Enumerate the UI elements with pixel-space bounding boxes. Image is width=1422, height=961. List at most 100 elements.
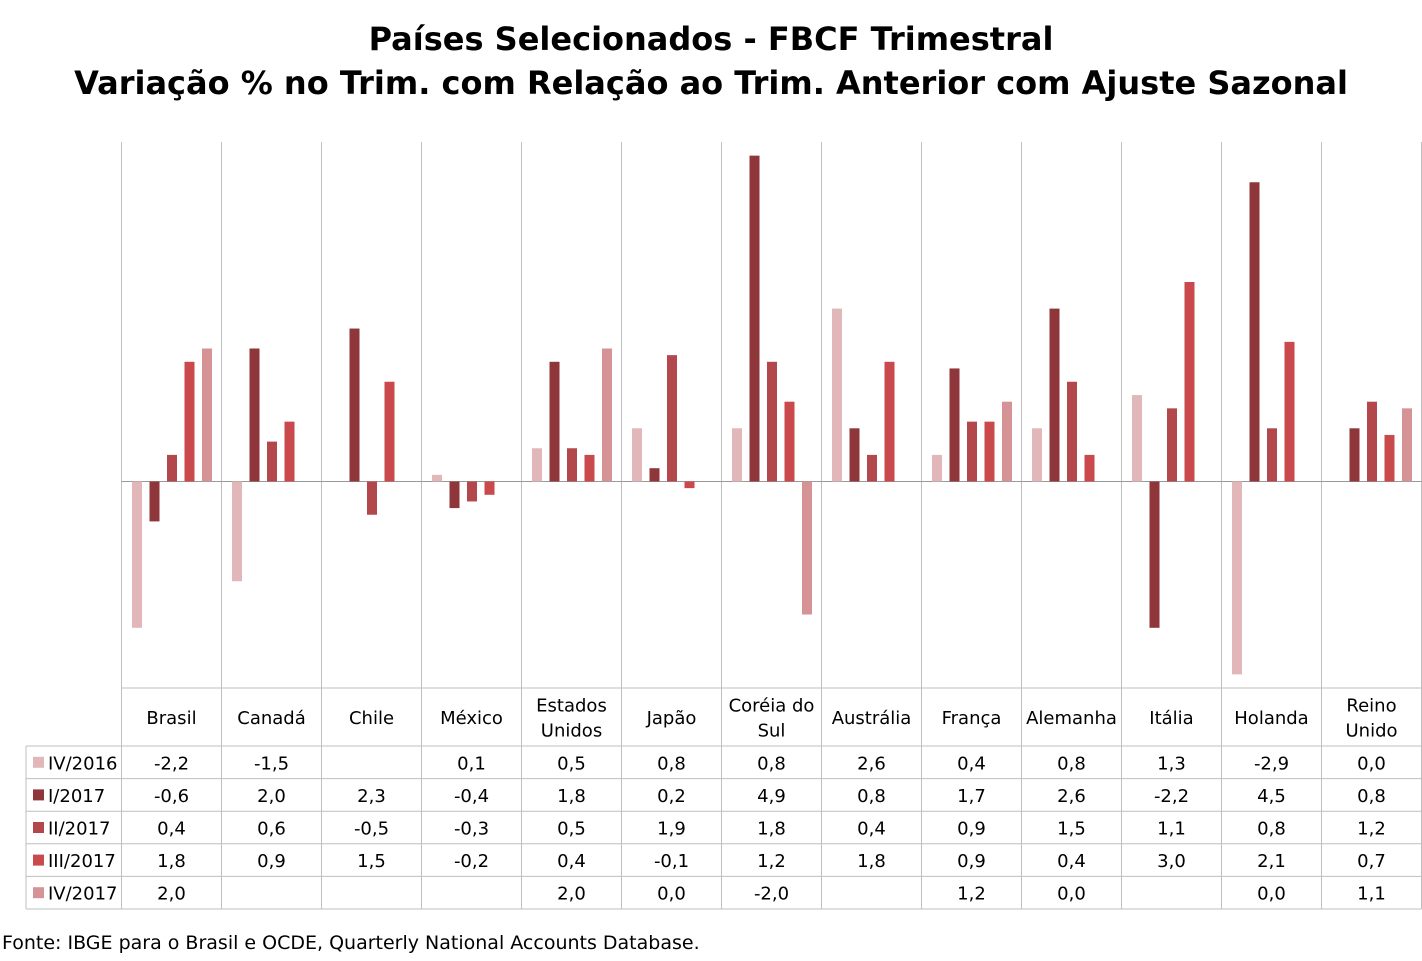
bar-III-2017-1 [284, 421, 295, 482]
bar-II-2017-9 [1067, 381, 1077, 482]
data-label: 0,8 [1257, 819, 1286, 840]
data-label: 0,4 [957, 753, 986, 774]
bar-III-2017-3 [484, 481, 495, 495]
bar-IV-2016-1 [232, 481, 242, 582]
tick-label: França [942, 708, 1002, 729]
tick-label: Alemanha [1026, 708, 1117, 729]
legend-key [33, 887, 44, 899]
data-label: 0,4 [157, 819, 186, 840]
data-label: -0,2 [454, 851, 489, 872]
tick-label: Unidos [541, 721, 602, 742]
tick-label: Reino [1346, 696, 1396, 717]
data-label: 4,5 [1257, 786, 1286, 807]
data-label: 0,9 [957, 851, 986, 872]
bar-IV-2017-4 [602, 348, 612, 482]
bar-I-2017-3 [449, 481, 460, 509]
bar-IV-2016-7 [832, 308, 842, 482]
bar-I-2017-8 [949, 368, 960, 482]
bar-IV-2017-12 [1402, 408, 1412, 482]
bar-IV-2016-8 [932, 454, 942, 482]
data-label: -0,3 [454, 819, 489, 840]
bar-I-2017-12 [1349, 428, 1360, 482]
data-label: 0,5 [557, 753, 586, 774]
bar-I-2017-2 [349, 328, 360, 482]
data-label: -2,9 [1254, 753, 1289, 774]
bar-IV-2017-0 [202, 348, 212, 482]
legend-label: IV/2017 [48, 884, 118, 905]
bar-I-2017-0 [149, 481, 160, 522]
data-label: 0,9 [257, 851, 286, 872]
bar-IV-2016-10 [1132, 395, 1142, 482]
legend-key [33, 756, 44, 768]
tick-label: Japão [646, 708, 697, 729]
data-label: 0,0 [1257, 884, 1286, 905]
data-label: 0,7 [1357, 851, 1386, 872]
data-label: 1,7 [957, 786, 986, 807]
data-label: 0,0 [1357, 753, 1386, 774]
data-label: 3,0 [1157, 851, 1186, 872]
bar-III-2017-7 [884, 361, 895, 482]
tick-label: Unido [1345, 721, 1397, 742]
data-label: 0,1 [457, 753, 486, 774]
legend-label: III/2017 [48, 851, 116, 872]
data-label: 2,0 [557, 884, 586, 905]
data-label: 4,9 [757, 786, 786, 807]
tick-label: Austrália [832, 708, 912, 729]
legend-key [33, 854, 44, 866]
bar-II-2017-11 [1267, 428, 1277, 482]
data-label: 1,8 [157, 851, 186, 872]
data-label: 1,8 [557, 786, 586, 807]
data-label: 1,5 [357, 851, 386, 872]
data-label: 0,2 [657, 786, 686, 807]
bar-IV-2016-5 [632, 428, 642, 482]
bar-I-2017-6 [749, 155, 760, 482]
bar-III-2017-12 [1384, 434, 1395, 482]
data-label: -0,5 [354, 819, 389, 840]
bar-III-2017-11 [1284, 341, 1295, 482]
data-label: 1,3 [1157, 753, 1186, 774]
bar-II-2017-5 [667, 355, 677, 482]
data-label: 0,0 [1057, 884, 1086, 905]
data-label: 2,3 [357, 786, 386, 807]
data-label: 1,2 [957, 884, 986, 905]
data-label: 0,8 [857, 786, 886, 807]
bar-IV-2016-0 [132, 481, 142, 628]
data-label: 0,8 [757, 753, 786, 774]
data-label: -2,2 [1154, 786, 1189, 807]
data-label: 2,0 [157, 884, 186, 905]
legend-label: I/2017 [48, 786, 105, 807]
tick-label: Itália [1149, 708, 1193, 729]
bar-I-2017-10 [1149, 481, 1160, 628]
data-label: 0,8 [1357, 786, 1386, 807]
bar-III-2017-0 [184, 361, 195, 482]
legend-label: II/2017 [48, 819, 111, 840]
chart-title: Países Selecionados - FBCF Trimestral [368, 20, 1054, 58]
data-label: 1,5 [1057, 819, 1086, 840]
data-label: 2,6 [1057, 786, 1086, 807]
data-label: 0,8 [1057, 753, 1086, 774]
bar-IV-2016-3 [432, 474, 442, 482]
bar-II-2017-6 [767, 361, 777, 482]
data-label: 1,8 [857, 851, 886, 872]
bar-II-2017-1 [267, 441, 277, 482]
bar-IV-2016-9 [1032, 428, 1042, 482]
bar-IV-2017-8 [1002, 401, 1012, 482]
legend-key [33, 822, 44, 833]
bar-IV-2017-6 [802, 481, 812, 615]
data-label: -0,4 [454, 786, 489, 807]
bar-I-2017-4 [549, 361, 560, 482]
tick-label: Estados [536, 696, 607, 717]
data-label: 0,4 [557, 851, 586, 872]
data-label: 2,6 [857, 753, 886, 774]
bar-I-2017-1 [249, 348, 260, 482]
bar-I-2017-7 [849, 428, 860, 482]
bar-IV-2016-6 [732, 428, 742, 482]
chart-area: Brasil Canadá Chile México Estados Unidos Japã… [25, 142, 1422, 910]
tick-label: Brasil [146, 708, 196, 729]
data-label: 1,1 [1357, 884, 1386, 905]
data-label: 2,0 [257, 786, 286, 807]
data-label: 2,1 [1257, 851, 1286, 872]
data-label: 1,8 [757, 819, 786, 840]
data-label: 0,6 [257, 819, 286, 840]
bar-II-2017-12 [1367, 401, 1377, 482]
